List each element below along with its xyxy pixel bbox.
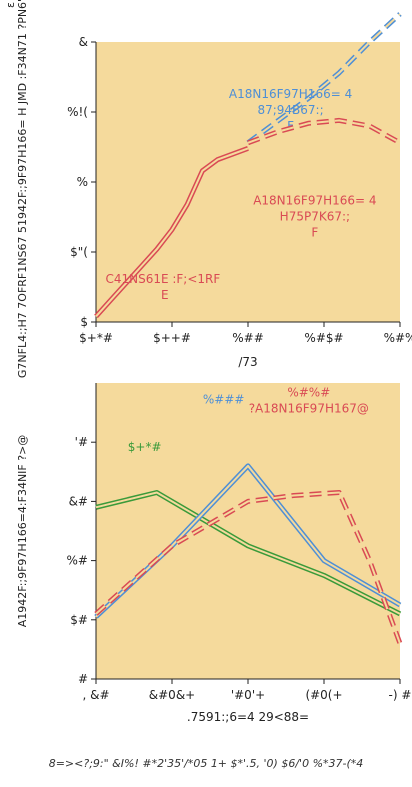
y-tick-label: $ xyxy=(80,315,88,329)
y-tick-label: %# xyxy=(67,554,88,568)
series-label: ?A18N16F97H167@ xyxy=(249,402,369,416)
y-tick-label: % xyxy=(77,175,88,189)
series-line-inner-2 xyxy=(247,13,401,144)
x-tick-label: &#0&+ xyxy=(149,688,195,702)
panel-2-background xyxy=(96,383,400,679)
x-tick-label: %## xyxy=(232,331,264,345)
panel-1-background xyxy=(96,42,400,322)
series-label: A18N16F97H166= 4 H75P7K67:; F xyxy=(253,193,376,239)
series-line-inner-3 xyxy=(95,491,401,644)
chart-svg: $$"(%%!(&$+*#$++#%##%#$#%#%/73G7NFL4:;H7… xyxy=(16,0,412,724)
x-axis-label: /73 xyxy=(238,355,257,369)
y-tick-label: '# xyxy=(75,435,88,449)
series-line-inner-2 xyxy=(95,464,401,618)
x-tick-label: (#0(+ xyxy=(305,688,342,702)
y-tick-label: $# xyxy=(70,613,88,627)
x-tick-label: , &# xyxy=(82,688,109,702)
series-label: %### xyxy=(203,393,245,407)
y-tick-label: # xyxy=(78,672,88,686)
y-tick-label: & xyxy=(79,35,88,49)
series-label: C41NS61E :F;<1RF E xyxy=(105,272,220,302)
y-tick-label: %!( xyxy=(67,105,88,119)
series-line-inner-3 xyxy=(247,119,401,144)
y-tick-label: $"( xyxy=(70,245,88,259)
y-axis-label: G7NFL4:;H7 7OFRF1NS67 51942F:;9F97H166= … xyxy=(16,0,29,378)
x-tick-label: $++# xyxy=(153,331,191,345)
x-tick-label: %#$# xyxy=(304,331,343,345)
x-tick-label: %#% xyxy=(384,331,412,345)
x-axis-label: .7591:;6=4 29<88= xyxy=(187,710,309,724)
series-annotation: %#%# xyxy=(287,386,330,400)
y-tick-label: &# xyxy=(69,494,88,508)
series-line-inner-1 xyxy=(95,147,249,318)
x-tick-label: -) # xyxy=(389,688,412,702)
y-axis-label: A1942F:;9F97H166=4:F34NIF ?>@ xyxy=(16,435,29,628)
figure-caption: 8=><?;9:" &I%! #*2'35'/*05 1+ $*'.5, '0)… xyxy=(48,757,364,770)
series-label: $+*# xyxy=(128,440,162,454)
x-tick-label: '#0'+ xyxy=(231,688,265,702)
corner-mark: ε xyxy=(4,2,17,8)
x-tick-label: $+*# xyxy=(79,331,113,345)
